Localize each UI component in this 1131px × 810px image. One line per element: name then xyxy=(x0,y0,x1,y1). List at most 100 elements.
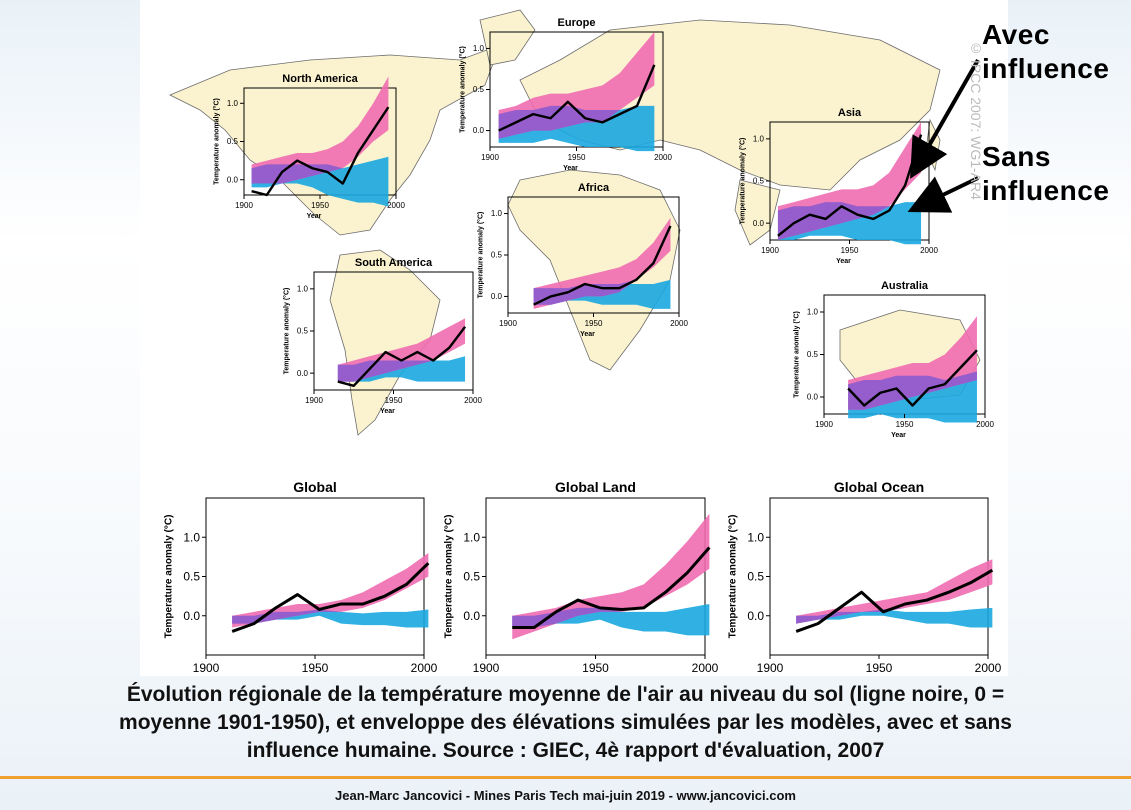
y-tick-label-australia-0: 0.0 xyxy=(807,393,819,402)
label-without-influence-line1: Sans xyxy=(982,141,1051,172)
chart-title-australia: Australia xyxy=(881,280,929,292)
ipcc-figure-panel: North America 1900 1950 2000 0.0 0.5 1.0 Year Te… xyxy=(140,0,1008,688)
chart-south-america: South America 1900 1950 2000 0.0 0.5 1.0 Year Te… xyxy=(282,257,482,415)
x-tick-label-global-ocean-1950: 1950 xyxy=(866,661,893,675)
label-with-influence-line2: influence xyxy=(982,53,1110,84)
chart-africa: Africa 1900 1950 2000 0.0 0.5 1.0 Year Temperatu… xyxy=(476,182,688,338)
caption-line-1: Évolution régionale de la température mo… xyxy=(126,683,1005,706)
y-tick-label-global-0.5: 0.5 xyxy=(183,570,200,584)
caption-line-3: influence humaine. Source : GIEC, 4è rap… xyxy=(246,739,885,762)
observed-line-global-ocean xyxy=(795,568,994,633)
y-tick-label-asia-0.5: 0.5 xyxy=(753,177,765,186)
y-tick-label-global-1: 1.0 xyxy=(183,530,200,544)
figure-caption: Évolution régionale de la température mo… xyxy=(0,681,1131,765)
label-with-influence: Avec influence xyxy=(982,18,1109,86)
y-tick-label-north-america-0: 0.0 xyxy=(227,175,239,184)
chart-title-global: Global xyxy=(293,479,337,495)
y-tick-label-europe-1: 1.0 xyxy=(473,44,485,53)
overlap-envelope-australia xyxy=(848,371,977,410)
chart-frame-global xyxy=(205,497,425,656)
x-tick-label-europe-1900: 1900 xyxy=(481,153,499,162)
chart-title-north-america: North America xyxy=(282,73,358,85)
label-with-influence-line1: Avec xyxy=(982,19,1050,50)
y-tick-label-global-ocean-1: 1.0 xyxy=(747,530,764,544)
y-tick-label-global-ocean-0.5: 0.5 xyxy=(747,570,764,584)
y-axis-label-africa: Temperature anomaly (°C) xyxy=(476,212,484,299)
x-tick-label-south-america-1950: 1950 xyxy=(385,396,403,405)
observed-line-global xyxy=(231,562,430,633)
y-tick-label-global-land-1: 1.0 xyxy=(463,530,480,544)
chart-europe: Europe 1900 1950 2000 0.0 0.5 1.0 Year Temperatu… xyxy=(458,17,672,172)
y-axis-label-global-ocean: Temperature anomaly (°C) xyxy=(728,515,739,639)
x-tick-label-global-land-1900: 1900 xyxy=(473,661,500,675)
observed-line-north-america xyxy=(251,106,390,197)
human-envelope-global-ocean xyxy=(796,559,993,624)
x-tick-label-global-ocean-2000: 2000 xyxy=(975,661,1002,675)
y-tick-label-asia-1: 1.0 xyxy=(753,135,765,144)
x-tick-label-asia-1950: 1950 xyxy=(841,246,859,255)
y-tick-label-south-america-0: 0.0 xyxy=(297,369,309,378)
chart-global: Global1900195020000.00.51.0YearTemperatu… xyxy=(164,479,438,688)
y-tick-label-asia-0: 0.0 xyxy=(753,219,765,228)
observed-line-australia xyxy=(847,349,978,407)
y-tick-label-africa-0.5: 0.5 xyxy=(491,251,503,260)
y-tick-label-africa-1: 1.0 xyxy=(491,209,503,218)
chart-title-asia: Asia xyxy=(838,107,862,119)
x-tick-label-africa-2000: 2000 xyxy=(670,319,688,328)
x-tick-label-africa-1950: 1950 xyxy=(585,319,603,328)
y-tick-label-europe-0.5: 0.5 xyxy=(473,85,485,94)
south-america-land xyxy=(329,249,441,436)
overlap-envelope-global-ocean xyxy=(796,584,993,624)
north-america-land xyxy=(169,44,501,236)
overlap-envelope-asia xyxy=(777,172,922,240)
x-tick-label-north-america-1950: 1950 xyxy=(311,201,329,210)
x-tick-label-global-1900: 1900 xyxy=(193,661,220,675)
overlap-envelope-global xyxy=(232,576,429,624)
chart-title-africa: Africa xyxy=(578,182,610,194)
chart-frame-global-ocean xyxy=(769,497,989,656)
x-tick-label-south-america-1900: 1900 xyxy=(305,396,323,405)
y-tick-label-australia-1: 1.0 xyxy=(807,308,819,317)
x-tick-label-europe-2000: 2000 xyxy=(654,153,672,162)
y-axis-label-global-land: Temperature anomaly (°C) xyxy=(444,515,455,639)
footer-credit: Jean-Marc Jancovici - Mines Paris Tech m… xyxy=(335,788,796,803)
observed-line-asia xyxy=(777,134,923,237)
human-envelope-north-america xyxy=(251,76,389,184)
x-tick-label-australia-1950: 1950 xyxy=(896,420,914,429)
chart-title-south-america: South America xyxy=(355,257,433,269)
y-tick-label-africa-0: 0.0 xyxy=(491,292,503,301)
y-axis-label-asia: Temperature anomaly (°C) xyxy=(738,138,746,225)
y-axis-label-australia: Temperature anomaly (°C) xyxy=(792,311,800,398)
y-axis-label-north-america: Temperature anomaly (°C) xyxy=(212,98,220,185)
x-tick-label-europe-1950: 1950 xyxy=(568,153,586,162)
x-tick-label-global-1950: 1950 xyxy=(302,661,329,675)
human-envelope-africa xyxy=(533,217,671,309)
chart-australia: Australia 1900 1950 2000 0.0 0.5 1.0 Year Temper… xyxy=(792,280,994,439)
charts-layer: North America 1900 1950 2000 0.0 0.5 1.0 Year Te… xyxy=(164,17,1002,688)
x-tick-label-global-2000: 2000 xyxy=(411,661,438,675)
y-tick-label-global-0: 0.0 xyxy=(183,609,200,623)
greenland-land xyxy=(479,9,536,66)
observed-line-south-america xyxy=(337,326,467,387)
world-map: North America 1900 1950 2000 0.0 0.5 1.0 Year Te… xyxy=(164,9,1002,688)
x-axis-label-south-america: Year xyxy=(380,408,395,415)
y-tick-label-europe-0: 0.0 xyxy=(473,126,485,135)
y-tick-label-global-ocean-0: 0.0 xyxy=(747,609,764,623)
x-tick-label-north-america-1900: 1900 xyxy=(235,201,253,210)
x-tick-label-asia-1900: 1900 xyxy=(761,246,779,255)
x-tick-label-africa-1900: 1900 xyxy=(499,319,517,328)
y-axis-label-europe: Temperature anomaly (°C) xyxy=(458,46,466,133)
x-tick-label-global-land-1950: 1950 xyxy=(582,661,609,675)
x-axis-label-australia: Year xyxy=(891,432,906,439)
x-axis-label-asia: Year xyxy=(836,258,851,265)
label-without-influence-line2: influence xyxy=(982,175,1110,206)
x-tick-label-australia-2000: 2000 xyxy=(976,420,994,429)
japan-land xyxy=(925,118,941,172)
chart-global-land: Global Land1900195020000.00.51.0YearTemp… xyxy=(444,479,719,688)
observed-line-africa xyxy=(533,225,672,306)
y-axis-label-south-america: Temperature anomaly (°C) xyxy=(282,288,290,375)
chart-north-america: North America 1900 1950 2000 0.0 0.5 1.0 Year Te… xyxy=(212,73,405,220)
y-tick-label-north-america-0.5: 0.5 xyxy=(227,137,239,146)
x-tick-label-global-ocean-1900: 1900 xyxy=(757,661,784,675)
x-tick-label-australia-1900: 1900 xyxy=(815,420,833,429)
